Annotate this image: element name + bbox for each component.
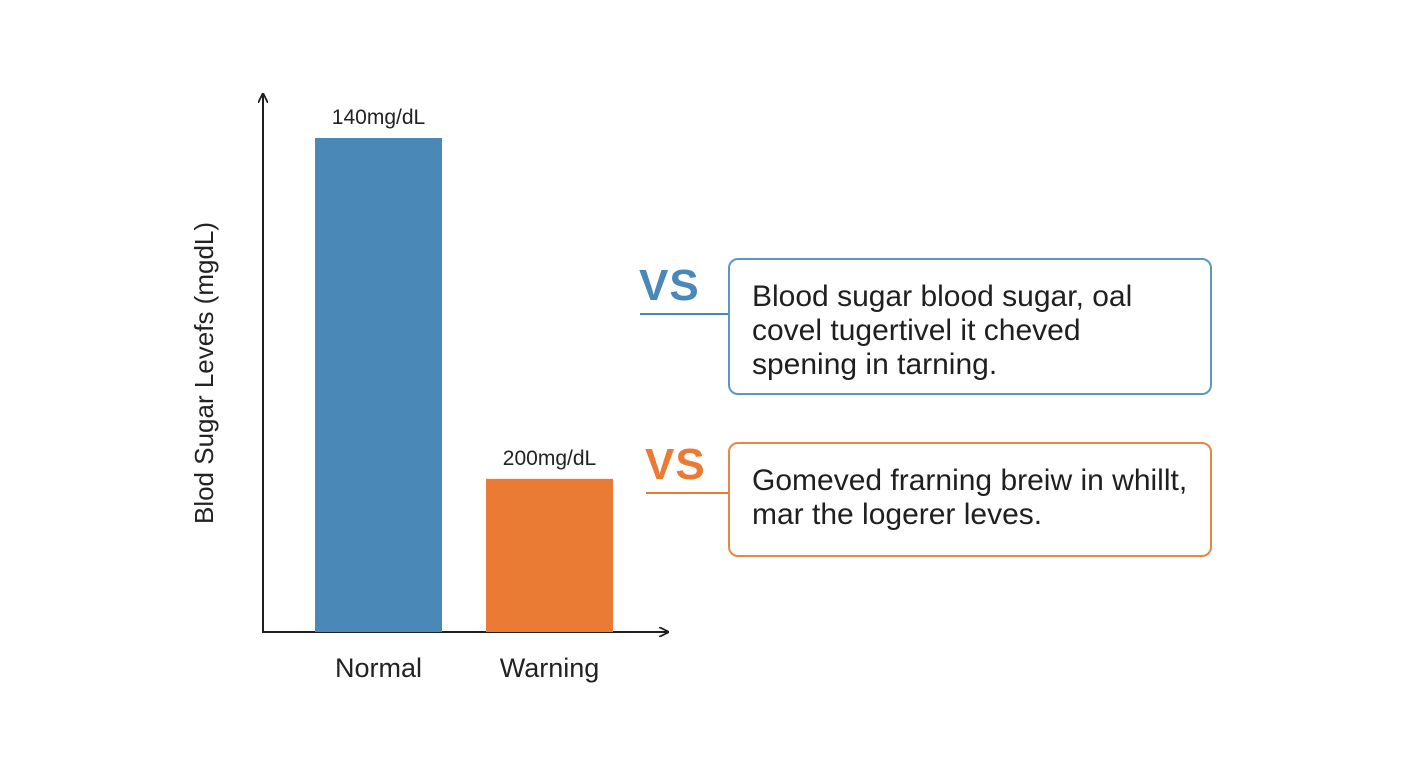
category-label-normal: Normal [335,653,422,683]
vs-label-warning: VS [645,440,706,489]
vs-underline-warning [646,492,730,494]
vs-underline-normal [640,313,730,315]
value-label-normal: 140mg/dL [332,106,425,129]
note-text-warning: Gomeved frarning breiw in whillt, mar th… [752,464,1188,531]
category-label-warning: Warning [500,653,600,683]
note-box-warning: Gomeved frarning breiw in whillt, mar th… [728,442,1212,557]
vs-label-normal: VS [639,261,700,310]
bars-layer: 140mg/dL Normal 200mg/dL Warning [315,106,613,683]
bar-warning [486,478,613,632]
bar-normal [315,138,442,632]
note-text-normal: Blood sugar blood sugar, oal covel tuger… [752,280,1133,381]
value-label-warning: 200mg/dL [503,447,596,470]
y-axis-title: Blod Sugar Levefs (mgdL) [189,222,219,524]
note-box-normal: Blood sugar blood sugar, oal covel tuger… [728,258,1212,395]
